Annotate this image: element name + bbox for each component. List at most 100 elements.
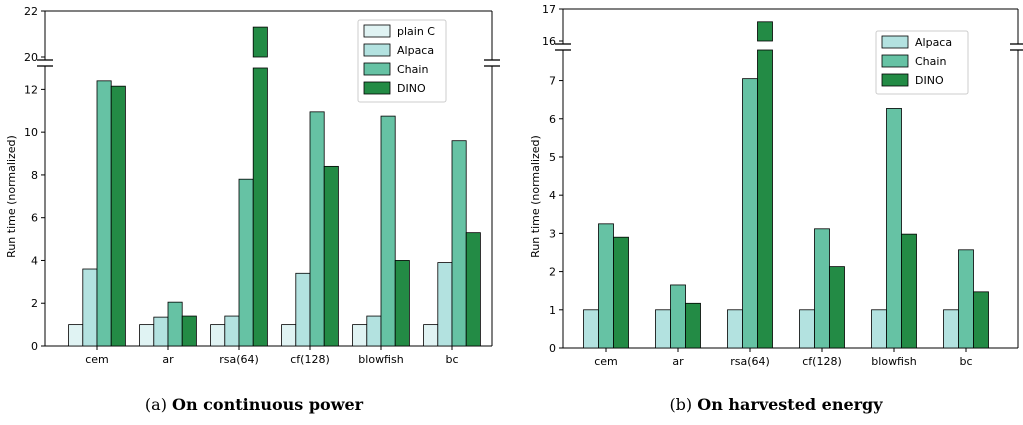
y-tick-label: 2 (31, 297, 38, 310)
bar-plain-c-bc (423, 324, 439, 347)
bar-alpaca-cem (583, 309, 599, 349)
bar-dino-ar (181, 315, 197, 347)
x-tick-label-cf-128: cf(128) (802, 355, 842, 368)
y-tick-label: 20 (24, 51, 38, 64)
bar-dino-cf-128 (829, 266, 845, 349)
legend: Alpaca Chain DINO (875, 30, 969, 95)
x-tick-label-blowfish: blowfish (358, 353, 403, 366)
bar-dino-rsa-64-lower (252, 67, 268, 347)
x-tick-label-cf-128: cf(128) (290, 353, 330, 366)
bar-chain-cf-128 (814, 228, 830, 349)
bar-alpaca-blowfish (366, 315, 382, 347)
bar-dino-cf-128 (323, 165, 339, 347)
legend-label-dino: DINO (915, 74, 944, 87)
bar-dino-ar (685, 302, 701, 349)
bar-dino-blowfish (901, 233, 917, 349)
y-tick-label: 1 (549, 304, 556, 317)
legend-label-chain: Chain (397, 63, 428, 76)
caption-continuous-power: (a) On continuous power (145, 395, 364, 414)
y-tick-label: 0 (31, 340, 38, 353)
bar-dino-rsa-64-upper (757, 21, 773, 42)
caption-prefix: (a) (145, 395, 172, 414)
axes (555, 8, 1023, 349)
x-tick-label-ar: ar (672, 355, 684, 368)
bar-chain-blowfish (886, 108, 902, 349)
bar-chain-ar (670, 284, 686, 349)
y-axis-label: Run time (normalized) (529, 135, 542, 258)
legend-swatch-alpaca (881, 35, 909, 49)
bar-chain-bc (451, 140, 467, 347)
bar-dino-blowfish (394, 260, 410, 347)
y-tick-label: 7 (549, 75, 556, 88)
bar-alpaca-bc (943, 309, 959, 349)
bar-alpaca-cf-128 (799, 309, 815, 349)
bars: cem ar rsa(64) cf(128) blowfish bc (583, 21, 989, 368)
bar-dino-bc (973, 291, 989, 349)
legend-swatch-plain-c (363, 24, 391, 38)
x-tick-label-bc: bc (445, 353, 458, 366)
x-tick-label-cem: cem (85, 353, 109, 366)
bar-chain-rsa-64 (238, 178, 254, 347)
y-tick-label: 16 (542, 35, 556, 48)
legend-swatch-chain (881, 54, 909, 68)
legend: plain C Alpaca Chain DINO (357, 19, 447, 103)
y-tick-label: 12 (24, 83, 38, 96)
caption-title: On continuous power (172, 395, 364, 414)
legend-label-alpaca: Alpaca (915, 36, 952, 49)
legend-swatch-alpaca (363, 43, 391, 57)
bar-dino-bc (465, 232, 481, 347)
caption-harvested-energy: (b) On harvested energy (669, 395, 883, 414)
caption-prefix: (b) (669, 395, 697, 414)
y-tick-label: 4 (31, 254, 38, 267)
bar-alpaca-rsa-64 (224, 315, 240, 347)
legend-label-alpaca: Alpaca (397, 44, 434, 57)
x-tick-label-bc: bc (959, 355, 972, 368)
legend-label-chain: Chain (915, 55, 946, 68)
bar-chain-cem (96, 80, 112, 347)
bar-alpaca-ar (655, 309, 671, 349)
bar-alpaca-blowfish (871, 309, 887, 349)
bar-dino-rsa-64-upper (252, 26, 268, 58)
bar-chain-bc (958, 249, 974, 349)
bar-plain-c-blowfish (352, 324, 368, 347)
x-tick-label-blowfish: blowfish (871, 355, 916, 368)
x-tick-label-ar: ar (162, 353, 174, 366)
y-tick-label: 0 (549, 342, 556, 355)
bar-dino-cem (613, 236, 629, 349)
bar-chain-cem (598, 223, 614, 349)
legend-swatch-dino (881, 73, 909, 87)
bar-alpaca-cem (82, 268, 98, 347)
bar-alpaca-ar (153, 316, 169, 347)
y-tick-label: 6 (549, 113, 556, 126)
y-axis-label: Run time (normalized) (5, 135, 18, 258)
bar-chain-rsa-64 (742, 78, 758, 349)
y-tick-label: 3 (549, 227, 556, 240)
bar-alpaca-rsa-64 (727, 309, 743, 349)
bar-dino-rsa-64-lower (757, 49, 773, 349)
bar-plain-c-cem (68, 324, 84, 347)
bar-plain-c-ar (139, 324, 155, 347)
bars: cem ar rsa(64) cf(128) blowfish bc (68, 26, 481, 366)
legend-box (357, 19, 447, 103)
bar-plain-c-cf-128 (281, 324, 297, 347)
y-tick-label: 6 (31, 212, 38, 225)
panel-harvested-energy: 0 1 2 3 4 5 6 7 16 17 Run time (normalized) cem ar rs… (529, 3, 1023, 368)
y-tick-label: 2 (549, 266, 556, 279)
y-tick-label: 22 (24, 5, 38, 18)
legend-label-dino: DINO (397, 82, 426, 95)
legend-swatch-dino (363, 81, 391, 95)
caption-title: On harvested energy (697, 395, 883, 414)
y-tick-label: 8 (31, 169, 38, 182)
y-tick-label: 10 (24, 126, 38, 139)
legend-swatch-chain (363, 62, 391, 76)
bar-plain-c-rsa-64 (210, 324, 226, 347)
y-tick-label: 17 (542, 3, 556, 16)
legend-label-plain-c: plain C (397, 25, 435, 38)
bar-chain-ar (167, 301, 183, 347)
bar-dino-cem (110, 85, 126, 347)
bar-chain-cf-128 (309, 111, 325, 347)
bar-alpaca-bc (437, 262, 453, 347)
bar-alpaca-cf-128 (295, 272, 311, 347)
y-ticks: 0 1 2 3 4 5 6 7 16 17 (542, 3, 563, 355)
panel-continuous-power: 0 2 4 6 8 10 12 20 22 Run time (normalized) cem ar r… (5, 5, 500, 366)
